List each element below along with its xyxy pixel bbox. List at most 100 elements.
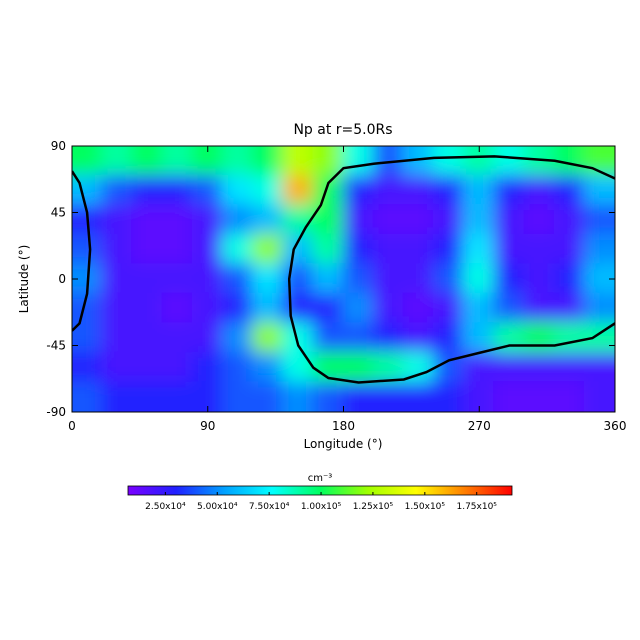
x-tick-label: 0: [68, 419, 76, 433]
heatmap-cell: [523, 204, 556, 236]
heatmap-cell: [252, 174, 285, 207]
heatmap-cell: [523, 263, 556, 295]
colorbar-tick-label: 7.50x10⁴: [249, 502, 290, 512]
heatmap-cell: [553, 146, 586, 177]
heatmap-cell: [101, 381, 134, 412]
colorbar: [127, 485, 513, 496]
x-tick-label: 270: [468, 419, 491, 433]
chart-title: Np at r=5.0Rs: [293, 122, 392, 138]
heatmap-cell: [161, 322, 194, 354]
heatmap-cell: [161, 263, 194, 295]
contours: [72, 155, 615, 384]
heatmap-cell: [463, 263, 496, 295]
heatmap-cell: [583, 292, 615, 325]
heatmap-cell: [583, 174, 615, 207]
heatmap-cell: [433, 204, 466, 236]
heatmap-cell: [463, 351, 496, 384]
heatmap-cell: [221, 322, 254, 354]
heatmap-cell: [342, 381, 375, 412]
heatmap-cell: [101, 204, 134, 236]
heatmap-cell: [583, 351, 615, 384]
heatmap-cell: [161, 292, 194, 325]
heatmap-cell: [161, 381, 194, 412]
x-tick-label: 90: [200, 419, 215, 433]
heatmap-cell: [372, 381, 405, 412]
contour-line: [72, 170, 92, 332]
heatmap-cell: [72, 351, 104, 384]
heatmap-cell: [221, 263, 254, 295]
heatmap-cell: [342, 204, 375, 236]
heatmap-cell: [131, 381, 164, 412]
heatmap-cell: [523, 322, 556, 354]
heatmap-cell: [402, 292, 435, 325]
y-tick-label: 45: [51, 206, 66, 220]
heatmap-cell: [282, 146, 315, 177]
heatmap-cell: [433, 146, 466, 177]
heatmap-cell: [282, 351, 315, 384]
heatmap-cell: [583, 204, 615, 236]
heatmap-cell: [433, 292, 466, 325]
heatmap-cell: [101, 146, 134, 177]
heatmap-cell: [312, 174, 345, 207]
heatmap-cell: [191, 204, 224, 236]
heatmap-cell: [252, 292, 285, 325]
heatmap-cell: [72, 233, 104, 266]
heatmap-cell: [221, 174, 254, 207]
x-tick-label: 360: [604, 419, 627, 433]
heatmap-cell: [282, 174, 315, 207]
heatmap-cell: [523, 174, 556, 207]
heatmap-cell: [252, 146, 285, 177]
heatmap-cell: [372, 351, 405, 384]
heatmap-cell: [131, 233, 164, 266]
heatmap-cell: [161, 204, 194, 236]
heatmap-cell: [493, 174, 526, 207]
heatmap-cell: [221, 292, 254, 325]
heatmap-cell: [101, 263, 134, 295]
heatmap-cell: [221, 204, 254, 236]
heatmap-cell: [493, 381, 526, 412]
colorbar-tick-label: 1.75x10⁵: [456, 502, 497, 512]
colorbar-tick-label: 1.25x10⁵: [353, 502, 394, 512]
heatmap-cell: [342, 351, 375, 384]
heatmap-cell: [523, 146, 556, 177]
colorbar-tick-label: 1.50x10⁵: [405, 502, 446, 512]
heatmap-cell: [221, 146, 254, 177]
heatmap-cell: [463, 322, 496, 354]
heatmap-cell: [553, 322, 586, 354]
heatmap-cell: [523, 292, 556, 325]
heatmap-cell: [282, 292, 315, 325]
heatmap-cell: [191, 174, 224, 207]
heatmap-cell: [252, 204, 285, 236]
heatmap-cell: [493, 351, 526, 384]
heatmap-cell: [402, 263, 435, 295]
heatmap-cell: [161, 174, 194, 207]
heatmap-cell: [131, 204, 164, 236]
heatmap-cell: [523, 351, 556, 384]
heatmap-cell: [252, 322, 285, 354]
heatmap-cell: [131, 351, 164, 384]
axes: 0 90 180 270 360 -90 -45 0 45 90: [46, 139, 626, 433]
heatmap-cell: [131, 263, 164, 295]
heatmap-cell: [523, 381, 556, 412]
contour-line: [287, 155, 615, 384]
x-tick-label: 180: [332, 419, 355, 433]
heatmap-cell: [342, 322, 375, 354]
y-tick-label: 0: [58, 272, 66, 286]
heatmap-cell: [131, 322, 164, 354]
heatmap-cell: [312, 381, 345, 412]
heatmap-cell: [402, 381, 435, 412]
heatmap-cell: [191, 263, 224, 295]
heatmap-cell: [553, 263, 586, 295]
heatmap-cell: [72, 322, 104, 354]
heatmap-cell: [282, 263, 315, 295]
heatmap-cell: [282, 322, 315, 354]
heatmap-cell: [583, 233, 615, 266]
heatmap-cell: [433, 381, 466, 412]
heatmap-cell: [493, 204, 526, 236]
heatmap-cell: [583, 381, 615, 412]
heatmap-cell: [402, 322, 435, 354]
heatmap-cell: [101, 174, 134, 207]
heatmap-cell: [402, 204, 435, 236]
heatmap-cell: [342, 146, 375, 177]
